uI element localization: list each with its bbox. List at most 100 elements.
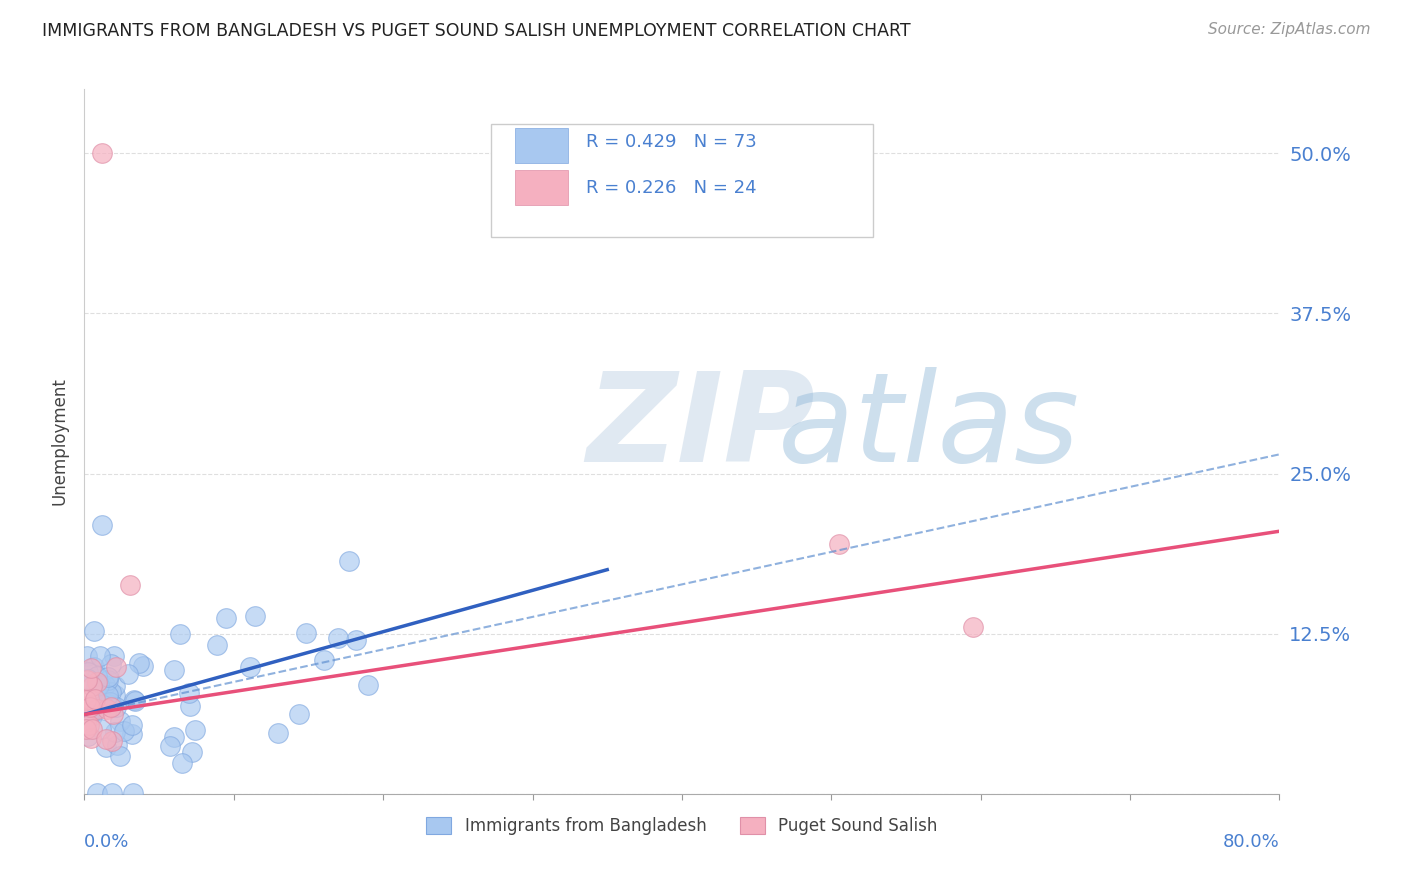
Point	[79, 660, 101, 674]
Point	[80, 731, 103, 745]
Point	[103, 706, 125, 721]
Point	[77, 703, 100, 717]
Text: Source: ZipAtlas.com: Source: ZipAtlas.com	[1208, 22, 1371, 37]
Point	[177, 686, 200, 700]
Point	[239, 660, 262, 674]
Point	[94, 731, 117, 746]
Text: 80.0%: 80.0%	[1223, 832, 1279, 851]
Point	[84, 691, 107, 706]
Point	[103, 648, 125, 663]
Point	[76, 672, 98, 686]
Point	[77, 709, 100, 723]
Point	[120, 578, 142, 592]
Point	[83, 624, 105, 638]
Point	[100, 696, 122, 710]
Point	[87, 700, 110, 714]
Point	[86, 786, 108, 800]
Point	[83, 660, 105, 674]
Point	[172, 756, 194, 770]
FancyBboxPatch shape	[515, 128, 568, 163]
Point	[124, 694, 146, 708]
Point	[80, 701, 103, 715]
Point	[104, 700, 127, 714]
Point	[295, 626, 318, 640]
Point	[112, 724, 135, 739]
Point	[287, 707, 309, 722]
Point	[97, 673, 120, 688]
Point	[101, 698, 124, 713]
Point	[91, 517, 114, 532]
Point	[128, 657, 150, 671]
Point	[76, 706, 98, 720]
Text: IMMIGRANTS FROM BANGLADESH VS PUGET SOUND SALISH UNEMPLOYMENT CORRELATION CHART: IMMIGRANTS FROM BANGLADESH VS PUGET SOUN…	[42, 22, 911, 40]
Point	[77, 729, 100, 743]
Point	[90, 677, 112, 691]
Point	[357, 678, 380, 692]
Point	[84, 680, 107, 694]
Point	[86, 700, 108, 714]
Text: ZIP: ZIP	[586, 367, 815, 488]
Point	[121, 726, 143, 740]
Point	[117, 666, 139, 681]
Point	[215, 611, 238, 625]
Point	[105, 660, 128, 674]
Point	[163, 663, 186, 677]
Point	[828, 537, 851, 551]
Point	[100, 699, 122, 714]
Point	[97, 670, 120, 684]
Point	[207, 638, 229, 652]
Point	[100, 734, 122, 748]
Y-axis label: Unemployment: Unemployment	[51, 377, 69, 506]
Point	[100, 684, 122, 698]
Legend: Immigrants from Bangladesh, Puget Sound Salish: Immigrants from Bangladesh, Puget Sound …	[419, 811, 945, 842]
Point	[82, 709, 104, 723]
Text: 0.0%: 0.0%	[84, 832, 129, 851]
Point	[108, 749, 131, 764]
Point	[104, 679, 127, 693]
FancyBboxPatch shape	[491, 124, 873, 237]
Point	[77, 691, 100, 706]
Point	[90, 722, 112, 736]
Point	[75, 693, 97, 707]
Point	[93, 678, 115, 692]
Point	[80, 706, 103, 721]
Point	[159, 739, 181, 753]
Point	[96, 702, 118, 716]
Point	[77, 718, 100, 732]
Point	[337, 554, 360, 568]
Point	[108, 714, 131, 728]
Point	[121, 717, 143, 731]
Point	[80, 722, 103, 736]
Text: R = 0.226   N = 24: R = 0.226 N = 24	[586, 179, 756, 197]
Point	[267, 726, 290, 740]
Point	[179, 699, 201, 714]
Point	[101, 786, 124, 800]
Point	[100, 657, 122, 672]
Point	[163, 730, 186, 744]
Text: R = 0.429   N = 73: R = 0.429 N = 73	[586, 133, 756, 151]
Point	[86, 688, 108, 702]
Point	[89, 649, 111, 664]
Point	[86, 702, 108, 716]
Point	[82, 679, 104, 693]
Point	[76, 699, 98, 714]
Point	[86, 675, 108, 690]
Point	[86, 669, 108, 683]
Point	[184, 723, 207, 737]
Point	[89, 678, 111, 692]
Point	[962, 620, 984, 634]
Point	[169, 627, 191, 641]
Text: atlas: atlas	[778, 367, 1080, 488]
Point	[132, 658, 155, 673]
Point	[344, 633, 367, 648]
Point	[91, 146, 114, 161]
Point	[77, 707, 100, 722]
Point	[312, 653, 335, 667]
Point	[79, 700, 101, 714]
FancyBboxPatch shape	[515, 170, 568, 205]
Point	[75, 722, 97, 736]
Point	[94, 739, 117, 754]
Point	[97, 689, 120, 703]
Point	[326, 632, 349, 646]
Point	[105, 738, 128, 752]
